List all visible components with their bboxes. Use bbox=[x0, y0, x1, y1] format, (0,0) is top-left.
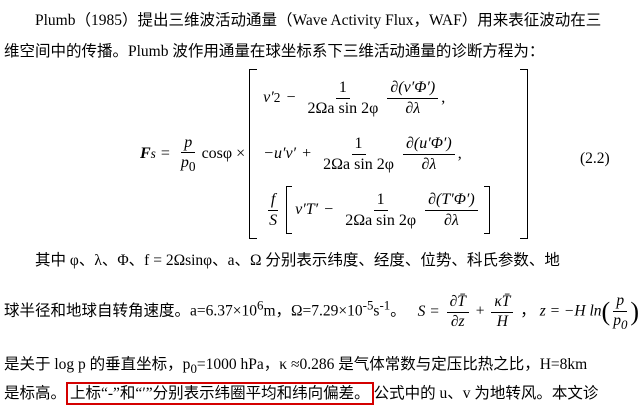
text: 公式中的 u、v 为地转风。本文诊 bbox=[373, 385, 599, 402]
fraction: κT̄ H bbox=[491, 293, 514, 331]
deriv: ∂(T′Φ′) ∂λ bbox=[425, 190, 478, 229]
sub: 0 bbox=[190, 361, 197, 377]
exp: 6 bbox=[257, 297, 264, 313]
row-end: , bbox=[441, 89, 446, 106]
bracket bbox=[286, 186, 293, 234]
deriv: ∂(u′Φ′) ∂λ bbox=[403, 134, 455, 173]
eq-lhs: F bbox=[140, 145, 151, 162]
highlight: 上标“-”和“′”分别表示纬圈平均和纬向偏差。 bbox=[66, 382, 374, 405]
text: m，Ω=7.29×10 bbox=[263, 302, 363, 320]
eq-row: v′ 2 − 1 2Ωa sin 2φ ∂(v′Φ′) ∂λ , bbox=[257, 70, 490, 126]
eq-row: −u′v′ + 1 2Ωa sin 2φ ∂(u′Φ′) ∂λ , bbox=[257, 126, 490, 182]
paragraph-line: Plumb（1985）提出三维波活动通量（Wave Activity Flux，… bbox=[35, 12, 602, 29]
coef: 1 2Ωa sin 2φ bbox=[342, 190, 419, 229]
paragraph-line: 球半径和地球自转角速度。a=6.37×106m，Ω=7.29×10-5s-1。 … bbox=[4, 292, 640, 332]
exp: -1 bbox=[379, 297, 391, 313]
coef: 1 2Ωa sin 2φ bbox=[304, 78, 381, 117]
eq-equals: = bbox=[160, 145, 170, 162]
prefix-num: f bbox=[267, 190, 279, 211]
z-lhs: z = −H ln bbox=[539, 302, 602, 320]
term: v′ bbox=[263, 89, 274, 106]
eq-lhs-sub: s bbox=[150, 146, 156, 161]
deriv-den: ∂λ bbox=[421, 155, 437, 173]
text: =1000 hPa，κ ≈0.286 是气体常数与定压比热之比，H=8km bbox=[196, 356, 588, 373]
term: −u′v′ bbox=[263, 145, 297, 162]
fraction: p p0 bbox=[610, 292, 630, 332]
s-lhs: S = bbox=[417, 302, 440, 320]
coef: 1 2Ωa sin 2φ bbox=[320, 134, 397, 173]
plus: + bbox=[475, 302, 485, 320]
den-sub: 0 bbox=[620, 316, 628, 332]
coef-num: 1 bbox=[351, 134, 366, 155]
den: ∂z bbox=[450, 312, 465, 330]
text: 是关于 log p 的垂直坐标，p bbox=[4, 356, 191, 373]
op: − bbox=[286, 89, 296, 106]
eq-den-sub: 0 bbox=[188, 159, 196, 175]
paragraph-line: 其中 φ、λ、Φ、f = 2Ωsinφ、a、Ω 分别表示纬度、经度、位势、科氏参… bbox=[35, 252, 560, 269]
deriv-num: ∂(u′Φ′) bbox=[403, 134, 455, 155]
num: ∂T̄ bbox=[446, 293, 469, 313]
paragraph-line: 维空间中的传播。Plumb 波作用通量在球坐标系下三维活动通量的诊断方程为： bbox=[4, 43, 545, 60]
deriv: ∂(v′Φ′) ∂λ bbox=[387, 78, 439, 117]
bracket bbox=[483, 186, 490, 234]
deriv-num: ∂(T′Φ′) bbox=[425, 190, 478, 211]
op: − bbox=[324, 201, 334, 218]
paragraph-line: 是关于 log p 的垂直坐标，p0=1000 hPa，κ ≈0.286 是气体… bbox=[4, 352, 587, 377]
coef-den: 2Ωa sin 2φ bbox=[307, 99, 379, 117]
left-brace bbox=[249, 69, 258, 239]
paragraph-line: 是标高。 上标“-”和“′”分别表示纬圈平均和纬向偏差。 公式中的 u、v 为地转风… bbox=[4, 381, 599, 405]
eq-den: p bbox=[180, 154, 189, 171]
eq-num: p bbox=[181, 133, 196, 153]
deriv-num: ∂(v′Φ′) bbox=[387, 78, 439, 99]
num: κT̄ bbox=[491, 293, 514, 313]
prefix-den: S bbox=[269, 211, 278, 229]
eq-factor: cosφ × bbox=[201, 145, 246, 162]
coef-den: 2Ωa sin 2φ bbox=[323, 155, 394, 173]
coef-num: 1 bbox=[335, 78, 350, 99]
eq-fraction: p p0 bbox=[178, 133, 199, 175]
text: 是标高。 bbox=[4, 385, 67, 402]
den: H bbox=[496, 312, 508, 330]
exp: -5 bbox=[362, 297, 374, 313]
term: v′T′ bbox=[295, 201, 319, 218]
den: p bbox=[613, 311, 621, 329]
deriv-den: ∂λ bbox=[443, 211, 459, 229]
coef-num: 1 bbox=[373, 190, 388, 211]
num: p bbox=[613, 292, 628, 312]
row-end: , bbox=[457, 145, 462, 162]
comma: ， bbox=[520, 302, 536, 320]
deriv-den: ∂λ bbox=[405, 99, 421, 117]
op: + bbox=[302, 145, 312, 162]
right-brace bbox=[519, 69, 528, 239]
text: 。 bbox=[390, 302, 406, 320]
text: 球半径和地球自转角速度。a=6.37×10 bbox=[4, 302, 257, 320]
term-sup: 2 bbox=[273, 90, 281, 105]
coef-den: 2Ωa sin 2φ bbox=[345, 211, 417, 229]
equation-number: (2.2) bbox=[580, 150, 610, 167]
fraction: ∂T̄ ∂z bbox=[446, 293, 469, 331]
text: s bbox=[373, 302, 380, 320]
